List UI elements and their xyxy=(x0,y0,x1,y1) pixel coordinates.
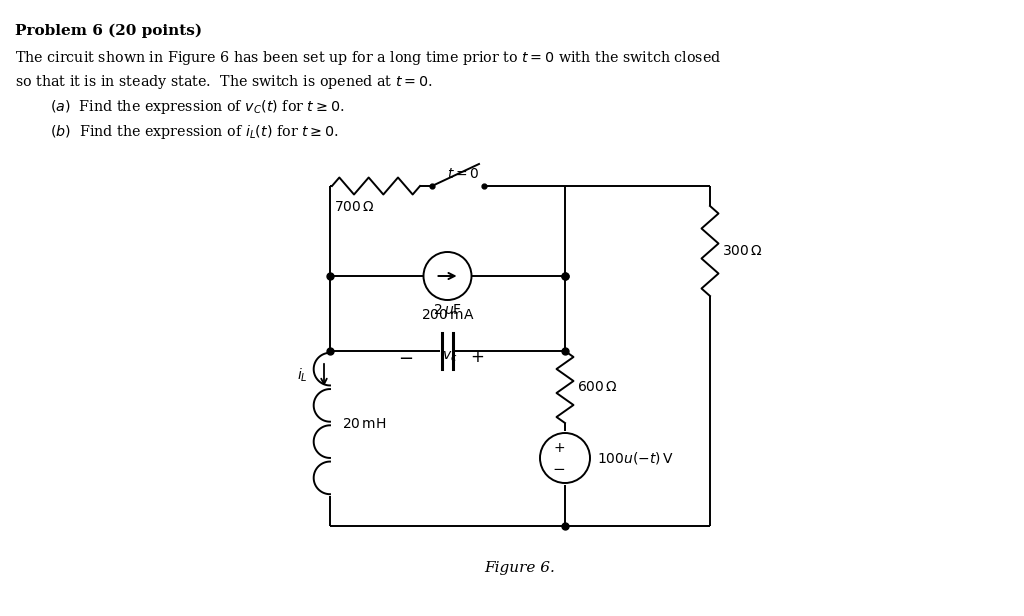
Text: $2\,\mu\mathrm{F}$: $2\,\mu\mathrm{F}$ xyxy=(433,302,462,319)
Text: $i_L$: $i_L$ xyxy=(297,367,307,384)
Text: $(a)$  Find the expression of $v_C(t)$ for $t \geq 0$.: $(a)$ Find the expression of $v_C(t)$ fo… xyxy=(50,98,344,116)
Text: The circuit shown in Figure 6 has been set up for a long time prior to $t = 0$ w: The circuit shown in Figure 6 has been s… xyxy=(15,49,721,67)
Text: $20\,\mathrm{mH}$: $20\,\mathrm{mH}$ xyxy=(342,416,386,431)
Text: $200\,\mathrm{mA}$: $200\,\mathrm{mA}$ xyxy=(421,308,474,322)
Text: $-$: $-$ xyxy=(552,461,565,475)
Text: $+$: $+$ xyxy=(470,349,484,365)
Text: $600\,\Omega$: $600\,\Omega$ xyxy=(577,380,617,394)
Text: Problem 6 (20 points): Problem 6 (20 points) xyxy=(15,24,202,38)
Text: $-$: $-$ xyxy=(398,348,413,366)
Text: $300\,\Omega$: $300\,\Omega$ xyxy=(722,244,763,258)
Text: $t=0$: $t=0$ xyxy=(447,167,479,181)
Text: so that it is in steady state.  The switch is opened at $t = 0$.: so that it is in steady state. The switc… xyxy=(15,73,432,91)
Text: $+$: $+$ xyxy=(553,441,565,455)
Text: $v_c$: $v_c$ xyxy=(441,350,458,364)
Text: $100u(-t)\,\mathrm{V}$: $100u(-t)\,\mathrm{V}$ xyxy=(597,450,674,466)
Text: Figure 6.: Figure 6. xyxy=(484,561,555,575)
Text: $700\,\Omega$: $700\,\Omega$ xyxy=(334,200,375,214)
Text: $(b)$  Find the expression of $i_L(t)$ for $t \geq 0$.: $(b)$ Find the expression of $i_L(t)$ fo… xyxy=(50,123,339,141)
